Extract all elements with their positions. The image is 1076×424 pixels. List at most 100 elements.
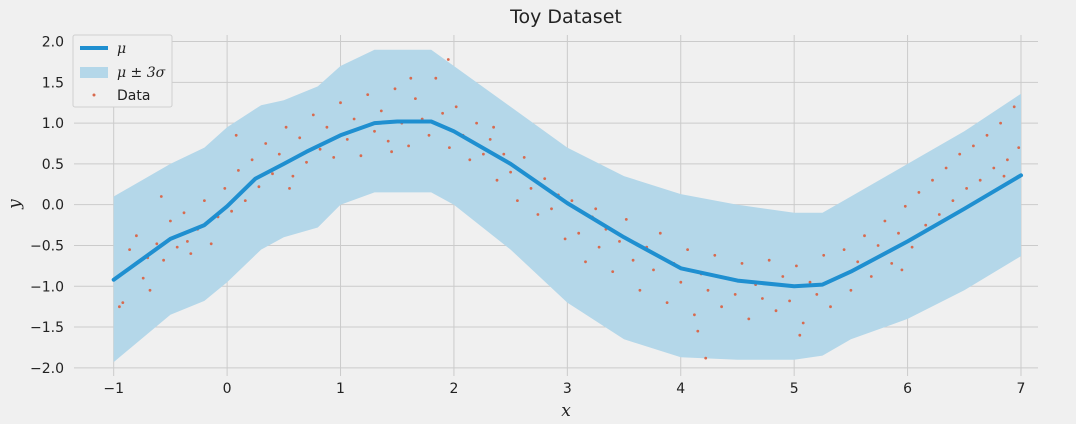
y-tick-label: 1.0	[42, 116, 64, 132]
data-point	[958, 152, 962, 156]
data-point	[597, 245, 601, 249]
data-point	[876, 244, 880, 247]
data-point	[798, 333, 802, 337]
data-point	[298, 136, 302, 140]
data-point	[128, 248, 132, 252]
data-point	[135, 234, 138, 238]
data-point	[379, 109, 383, 113]
data-point	[182, 211, 186, 215]
legend-band-label: μ ± 3σ	[117, 65, 166, 81]
data-point	[740, 262, 744, 265]
data-point	[189, 252, 193, 256]
data-point	[965, 187, 968, 190]
data-point	[917, 191, 921, 194]
data-point	[543, 177, 547, 181]
data-point	[1012, 105, 1016, 109]
data-point	[118, 305, 121, 309]
data-point	[658, 231, 662, 235]
data-point	[903, 204, 907, 208]
legend-data-swatch	[92, 93, 96, 97]
legend-mean-label: μ	[117, 41, 126, 57]
data-point	[890, 262, 894, 265]
data-point	[808, 280, 812, 284]
data-point	[795, 264, 798, 268]
y-tick-label: −2.0	[30, 361, 64, 377]
y-tick-label: −0.5	[30, 238, 64, 254]
data-point	[931, 178, 934, 182]
data-point	[594, 207, 598, 211]
data-point	[842, 248, 846, 252]
mean-line-series	[111, 119, 1023, 289]
data-point	[747, 317, 751, 321]
x-tick-label: 1	[336, 381, 345, 397]
y-tick-label: −1.0	[30, 279, 64, 295]
data-point	[563, 237, 567, 241]
data-point	[502, 152, 506, 156]
y-tick-label: 1.5	[42, 75, 64, 91]
data-point	[900, 268, 904, 272]
data-point	[733, 293, 737, 296]
legend-data-label: Data	[117, 88, 150, 104]
data-point	[243, 199, 247, 203]
data-point	[944, 166, 948, 170]
data-point	[720, 305, 723, 309]
x-tick-label: 6	[903, 381, 912, 397]
y-axis-label: y	[5, 199, 25, 210]
data-point	[713, 253, 717, 257]
data-point	[863, 234, 866, 238]
data-point	[488, 138, 492, 141]
data-point	[237, 169, 240, 172]
y-tick-label: 0.0	[42, 198, 64, 214]
data-point	[427, 133, 431, 137]
data-point	[441, 111, 444, 115]
data-point	[550, 207, 553, 211]
data-point	[339, 101, 342, 105]
data-point	[305, 160, 308, 164]
data-point	[284, 125, 288, 129]
mean-line	[111, 119, 1023, 289]
data-point	[869, 275, 873, 278]
data-point	[186, 240, 189, 243]
x-tick-label: 4	[676, 381, 685, 397]
data-point	[366, 93, 370, 96]
data-point	[407, 144, 410, 148]
data-point	[448, 146, 451, 150]
data-point	[788, 299, 791, 303]
y-tick-label: 2.0	[42, 35, 64, 51]
x-tick-label: 3	[563, 381, 572, 397]
data-point	[291, 174, 295, 178]
data-point	[386, 139, 390, 143]
legend: μ μ ± 3σ Data	[72, 34, 173, 108]
y-tick-labels: −2.0 −1.5 −1.0 −0.5 0.0 0.5 1.0 1.5 2.0	[30, 35, 64, 377]
data-point	[686, 248, 689, 252]
data-point	[148, 288, 152, 292]
data-point	[951, 199, 955, 203]
data-point	[359, 154, 363, 158]
data-point	[924, 223, 928, 227]
data-point	[631, 258, 635, 262]
data-point	[277, 152, 281, 156]
data-point	[230, 209, 234, 213]
data-point	[264, 142, 268, 145]
data-point	[257, 185, 261, 189]
data-point	[577, 231, 581, 235]
data-point	[522, 156, 526, 159]
data-point	[696, 329, 700, 333]
data-point	[159, 195, 163, 198]
data-point	[409, 76, 413, 80]
data-point	[999, 121, 1002, 125]
data-point	[815, 293, 819, 296]
data-point	[883, 219, 887, 223]
data-point	[781, 275, 785, 278]
data-point	[271, 172, 274, 176]
data-point	[203, 199, 206, 203]
data-point	[373, 129, 376, 133]
data-point	[774, 309, 778, 313]
data-point	[311, 113, 315, 117]
data-point	[475, 121, 478, 125]
data-point	[250, 158, 254, 162]
data-point	[897, 231, 900, 235]
data-point	[972, 144, 975, 148]
y-tick-label: −1.5	[30, 320, 64, 336]
data-point	[390, 150, 393, 154]
